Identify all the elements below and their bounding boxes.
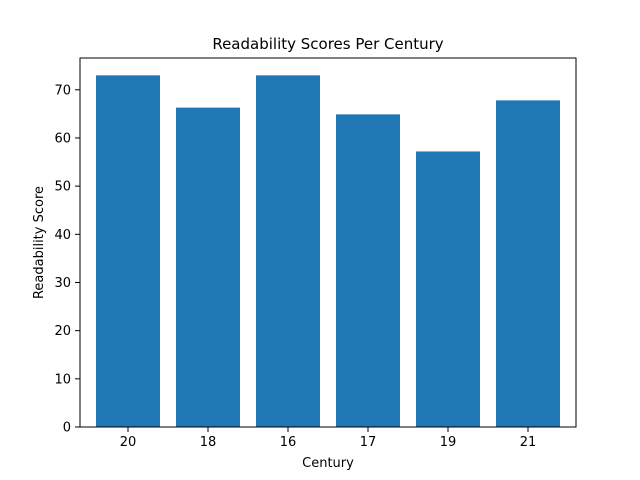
x-tick-label: 20 (120, 435, 137, 450)
y-tick-label: 0 (63, 421, 71, 436)
y-tick-label: 60 (54, 131, 71, 146)
x-axis-label: Century (302, 456, 354, 471)
plot-area-frame (79, 57, 577, 428)
y-tick-label: 70 (54, 83, 71, 98)
y-axis-ticks: 0 10 20 30 40 50 60 70 (54, 83, 80, 436)
y-tick-label: 20 (54, 324, 71, 339)
bar-century-16 (256, 75, 320, 427)
y-tick-label: 30 (54, 276, 71, 291)
y-tick-label: 40 (54, 228, 71, 243)
x-axis-ticks: 20 18 16 17 19 21 (120, 427, 537, 450)
y-tick-label: 10 (54, 372, 71, 387)
x-tick-label: 21 (520, 435, 537, 450)
y-axis-label: Readability Score (32, 186, 47, 299)
bars-group (96, 75, 560, 428)
y-tick-label: 50 (54, 180, 71, 195)
bar-century-17 (336, 114, 400, 428)
x-tick-label: 18 (200, 435, 217, 450)
bar-century-20 (96, 75, 160, 427)
chart-title: Readability Scores Per Century (212, 35, 443, 53)
bar-century-21 (496, 100, 560, 427)
x-tick-label: 19 (440, 435, 457, 450)
x-tick-label: 17 (360, 435, 377, 450)
x-tick-label: 16 (280, 435, 297, 450)
bar-century-18 (176, 107, 240, 428)
bar-century-19 (416, 151, 480, 427)
